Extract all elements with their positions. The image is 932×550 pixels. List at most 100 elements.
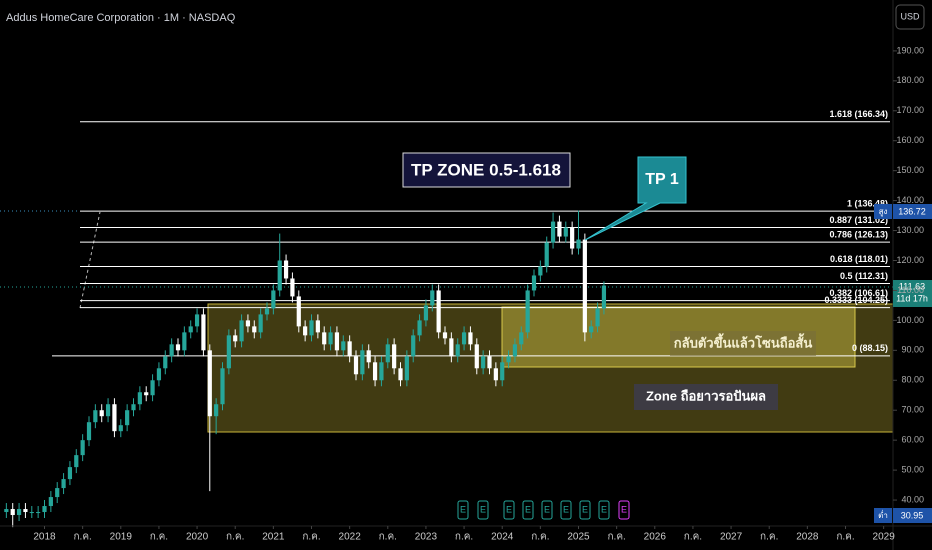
x-tick-label: ก.ค. (150, 532, 168, 543)
y-tick-label: 80.00 (901, 375, 924, 385)
candle-body (309, 320, 314, 336)
candle-body (112, 404, 117, 432)
plot: 1.618 (166.34) 1 (136.48) 0.887 (131.02) 0.… (4, 109, 890, 528)
earnings-marker (541, 500, 553, 520)
candle-body (245, 320, 251, 327)
candle-body (500, 362, 505, 381)
tp1-callout (584, 156, 687, 241)
candle-body (80, 440, 85, 456)
candle-body (194, 314, 200, 327)
candle-body (481, 356, 486, 369)
candle-body (290, 278, 295, 297)
fib-trend-line (79, 211, 101, 309)
earnings-marker (457, 500, 469, 520)
candle-body (601, 285, 607, 309)
candle-body (455, 344, 460, 357)
tp-zone-box (402, 152, 571, 188)
candle-body (519, 332, 524, 345)
candle-body (201, 314, 206, 351)
y-tick-label: 100.00 (896, 315, 924, 325)
price-badge-value: 111.63 (899, 281, 925, 291)
fib-label: 0.786 (126.13) (829, 230, 888, 240)
candle-body (595, 308, 600, 327)
low-badge (893, 508, 932, 523)
y-tick-label: 40.00 (901, 494, 924, 504)
tp1-text: TP 1 (645, 171, 679, 188)
candle-body (67, 467, 73, 480)
candle-body (277, 260, 282, 291)
earnings-label: E (460, 504, 466, 514)
x-tick-label: ก.ค. (379, 532, 397, 543)
candle-body (493, 368, 498, 381)
candle-body (563, 227, 568, 237)
y-tick-label: 110.00 (897, 285, 924, 295)
candle-body (417, 320, 422, 336)
y-tick-label: 190.00 (896, 45, 924, 55)
y-tick-label: 90.00 (901, 345, 924, 355)
candle-body (296, 296, 301, 327)
candle-body (461, 332, 467, 345)
short-zone-label: กลับตัวขึ้นแล้วโซนถือสั้น (674, 332, 813, 350)
fib-label: 0.5 (112.31) (840, 271, 888, 281)
candle-body (379, 362, 384, 381)
candle-body (392, 344, 397, 369)
candle-body (334, 332, 340, 351)
low-badge-value: 30.95 (901, 510, 924, 520)
y-tick-label: 120.00 (896, 255, 924, 265)
candle-body (468, 332, 473, 345)
x-tick-label: ก.ค. (531, 532, 549, 543)
candle-body (404, 356, 409, 381)
candle-body (570, 227, 575, 249)
candle-body (550, 221, 556, 243)
high-badge (893, 204, 932, 219)
x-tick-label: 2018 (33, 532, 56, 543)
candle-body (23, 509, 28, 513)
candle-body (449, 338, 454, 357)
candle-body (506, 356, 511, 363)
y-tick-label: 150.00 (896, 165, 924, 175)
x-tick-label: 2027 (720, 532, 743, 543)
candle-body (442, 332, 448, 339)
price-badge (893, 280, 932, 307)
long-zone (207, 303, 894, 433)
x-tick-label: 2023 (415, 532, 438, 543)
earnings-marker (477, 500, 489, 520)
earnings-marker (618, 500, 630, 520)
x-tick-label: 2028 (796, 532, 819, 543)
candle-body (156, 368, 162, 381)
candle-body (93, 410, 98, 423)
earnings-label: E (506, 504, 512, 514)
candle-body (214, 404, 219, 417)
candle-body (137, 392, 142, 405)
fib-label: 1.618 (166.34) (829, 109, 888, 119)
candle-body (525, 290, 530, 333)
candle-body (10, 509, 15, 516)
candle-body (372, 362, 378, 381)
candle-body (328, 332, 333, 345)
earnings-label: E (480, 504, 486, 514)
earnings-label: E (544, 504, 550, 514)
x-tick-label: ก.ค. (836, 532, 854, 543)
x-tick-label: ก.ค. (455, 532, 473, 543)
candle-body (207, 350, 212, 417)
candle-body (163, 356, 168, 369)
x-tick-label: 2025 (567, 532, 590, 543)
fib-label: 0.618 (118.01) (830, 254, 888, 264)
x-tick-label: 2019 (110, 532, 133, 543)
currency-button[interactable] (895, 4, 925, 30)
earnings-marker (503, 500, 515, 520)
candle-body (150, 380, 155, 396)
x-tick-label: ก.ค. (73, 532, 91, 543)
earnings-label: E (525, 504, 531, 514)
candle-body (538, 266, 543, 276)
candle-body (144, 392, 149, 396)
y-tick-label: 60.00 (901, 435, 924, 445)
candle-body (36, 512, 41, 514)
earnings-marker (579, 500, 591, 520)
x-tick-label: 2029 (873, 532, 896, 543)
candle-body (398, 368, 403, 381)
candle-body (411, 335, 416, 357)
candle-body (99, 410, 104, 417)
